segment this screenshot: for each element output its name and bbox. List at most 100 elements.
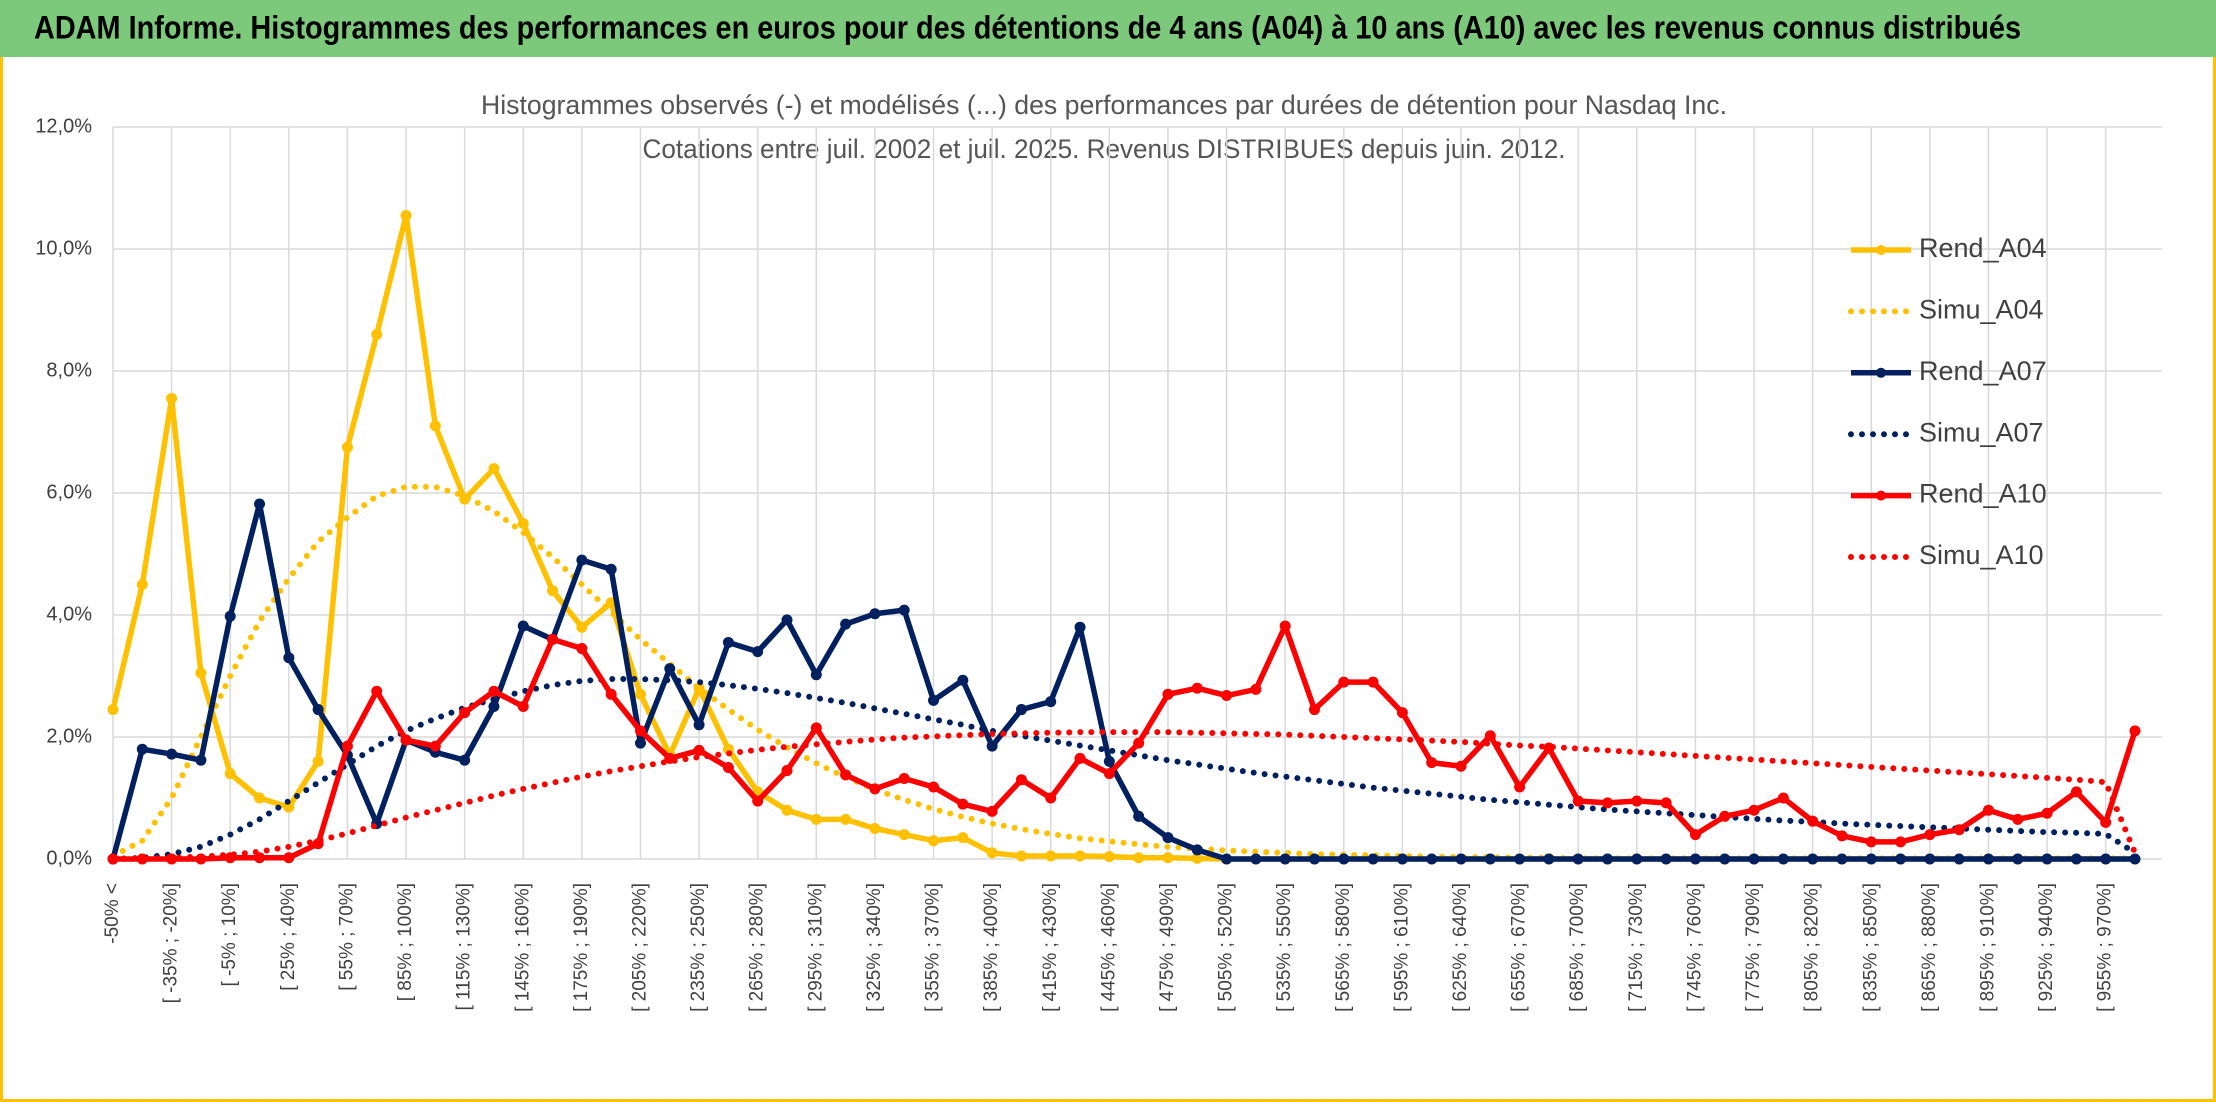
data-point [1103, 755, 1115, 767]
data-point [517, 518, 529, 529]
data-point [1250, 683, 1262, 695]
series-line [110, 729, 2138, 862]
data-point [1602, 853, 1614, 865]
data-point [957, 832, 969, 844]
data-point [2070, 853, 2082, 865]
data-point [1015, 774, 1027, 786]
data-point [254, 498, 266, 510]
data-point [1308, 853, 1320, 865]
data-point [1045, 850, 1057, 862]
data-point [1133, 737, 1145, 749]
data-point [781, 614, 793, 626]
data-point [1895, 853, 1907, 865]
data-point [517, 701, 529, 712]
data-point [488, 463, 500, 475]
data-point [1191, 682, 1203, 694]
data-point [1748, 804, 1760, 816]
data-point [1572, 795, 1584, 807]
data-point [1045, 792, 1057, 804]
data-point [1045, 696, 1057, 708]
data-point [1484, 853, 1496, 865]
data-point [2100, 853, 2112, 865]
x-tick-label: [ 775% ; 790%] [1743, 883, 1764, 1012]
legend-label: Simu_A04 [1919, 295, 2044, 325]
data-point [1953, 853, 1965, 865]
data-point [517, 620, 529, 632]
data-point [1689, 829, 1701, 841]
data-point [1162, 688, 1174, 700]
data-point [1015, 850, 1027, 862]
x-tick-label: [ 235% ; 250%] [688, 883, 709, 1012]
x-tick-label: [ 955% ; 970%] [2095, 883, 2116, 1012]
legend-label: Rend_A04 [1919, 233, 2047, 263]
data-point [1777, 853, 1789, 865]
data-point [1250, 853, 1262, 865]
y-tick-label: 12,0% [35, 115, 92, 137]
data-point [1367, 853, 1379, 865]
x-tick-label: [ 505% ; 520%] [1216, 883, 1237, 1012]
data-point [957, 674, 969, 686]
legend-label: Rend_A07 [1919, 356, 2047, 386]
data-point [1543, 853, 1555, 865]
y-tick-label: 2,0% [46, 725, 92, 747]
data-point [195, 754, 207, 766]
data-point [488, 701, 500, 712]
data-point [459, 707, 471, 719]
x-tick-label: [ 895% ; 910%] [1977, 883, 1998, 1012]
data-point [224, 610, 236, 622]
data-point [1953, 824, 1965, 836]
data-point [400, 209, 412, 221]
x-tick-label: [ 565% ; 580%] [1333, 883, 1354, 1012]
x-tick-label: [ 685% ; 700%] [1567, 883, 1588, 1012]
data-point [429, 420, 441, 432]
x-tick-label: [ 25% ; 40%] [278, 883, 299, 991]
x-tick-label: [ 385% ; 400%] [981, 883, 1002, 1012]
y-tick-label: 10,0% [35, 237, 92, 259]
data-point [1221, 853, 1233, 865]
data-point [781, 765, 793, 777]
data-point [1103, 768, 1115, 780]
data-point [1396, 853, 1408, 865]
data-point [254, 852, 266, 864]
data-point [869, 823, 881, 834]
x-tick-label: [ -35% ; -20%] [161, 883, 182, 1003]
data-point [1015, 704, 1027, 716]
data-point [2041, 807, 2053, 819]
data-point [166, 392, 178, 404]
x-tick-label: [ 265% ; 280%] [747, 883, 768, 1012]
data-point [781, 804, 793, 816]
data-point [1426, 853, 1438, 865]
x-tick-label: [ 295% ; 310%] [805, 883, 826, 1012]
data-point [224, 768, 236, 780]
data-point [898, 829, 910, 841]
plot [107, 209, 2141, 865]
data-point [1865, 853, 1877, 865]
data-point [547, 585, 559, 597]
data-point [283, 852, 295, 864]
data-point [547, 633, 559, 645]
data-point [1982, 804, 1994, 816]
x-tick-label: [ 595% ; 610%] [1391, 883, 1412, 1012]
data-point [1514, 781, 1526, 793]
data-point [1396, 707, 1408, 719]
data-point [1484, 730, 1496, 742]
series-line [110, 676, 2138, 862]
data-point [1426, 757, 1438, 769]
x-tick-label: [ 865% ; 880%] [1919, 883, 1940, 1012]
data-point [1719, 810, 1731, 822]
x-tick-label: [ 415% ; 430%] [1040, 883, 1061, 1012]
data-point [840, 618, 852, 630]
data-point [752, 795, 764, 807]
data-point [1836, 853, 1848, 865]
data-point [254, 792, 266, 804]
x-tick-label: [ 85% ; 100%] [395, 883, 416, 1001]
x-tick-label: [ 925% ; 940%] [2036, 883, 2057, 1012]
data-point [605, 688, 617, 700]
data-point [1455, 853, 1467, 865]
data-point [810, 669, 822, 681]
data-point [429, 740, 441, 752]
data-point [869, 608, 881, 620]
x-tick-label: [ 145% ; 160%] [512, 883, 533, 1012]
